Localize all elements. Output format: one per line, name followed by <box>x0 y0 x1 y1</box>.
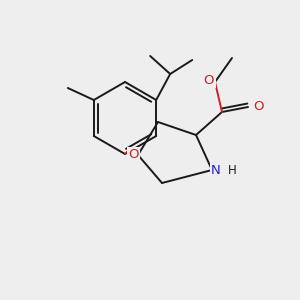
Text: N: N <box>211 164 221 176</box>
Text: O: O <box>253 100 263 113</box>
Text: H: H <box>228 164 237 178</box>
Text: O: O <box>204 74 214 86</box>
Text: O: O <box>128 148 139 161</box>
